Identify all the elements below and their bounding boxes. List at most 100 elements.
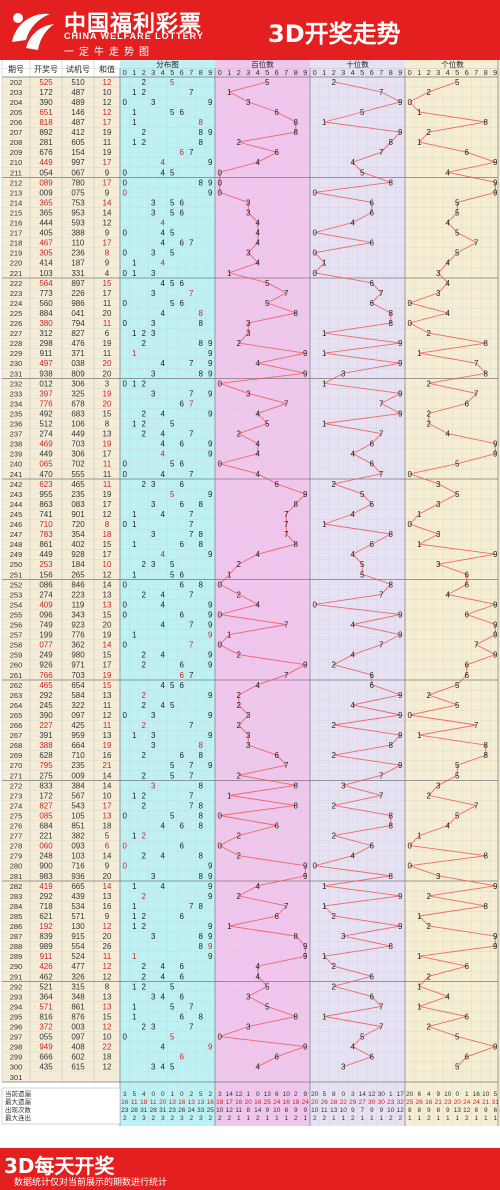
- trial-number: 901: [71, 510, 85, 519]
- issue-number: 272: [10, 781, 23, 790]
- draw-number: 449: [39, 550, 53, 559]
- sum-value: 21: [103, 761, 112, 770]
- issue-number: 286: [10, 922, 23, 931]
- sum-value: 11: [103, 480, 112, 489]
- distribution-mark: 5: [170, 1002, 175, 1011]
- distribution-mark: 9: [208, 651, 213, 660]
- stats-value: 6: [275, 1091, 279, 1098]
- issue-number: 211: [10, 168, 22, 177]
- sum-value: 17: [103, 500, 112, 509]
- position-mark: 7: [379, 399, 384, 408]
- stats-value: 17: [397, 1091, 405, 1098]
- sum-value: 9: [105, 259, 110, 268]
- stats-value: 9: [446, 1107, 450, 1114]
- stats-value: 27: [359, 1099, 367, 1106]
- position-mark: 4: [446, 279, 451, 288]
- distribution-mark: 9: [208, 892, 213, 901]
- digit-header-2-0: 0: [313, 68, 317, 77]
- page-title: 3D开奖走势: [268, 20, 401, 48]
- position-mark: 4: [256, 219, 261, 228]
- position-mark: 9: [303, 952, 308, 961]
- draw-number: 900: [39, 862, 53, 871]
- sum-value: 12: [103, 711, 112, 720]
- position-mark: 0: [313, 269, 318, 278]
- draw-number: 651: [39, 108, 53, 117]
- trial-number: 928: [71, 550, 85, 559]
- position-mark: 0: [218, 610, 223, 619]
- stats-value: 31: [159, 1107, 167, 1114]
- distribution-mark: 7: [189, 470, 194, 479]
- sum-value: 19: [103, 440, 112, 449]
- distribution-mark: 1: [132, 88, 137, 97]
- distribution-mark: 6: [180, 570, 185, 579]
- position-mark: 2: [332, 751, 337, 760]
- position-mark: 2: [237, 651, 242, 660]
- sum-value: 13: [103, 590, 112, 599]
- position-mark: 0: [313, 249, 318, 258]
- distribution-mark: 8: [199, 530, 204, 539]
- distribution-mark: 7: [189, 530, 194, 539]
- sum-value: 20: [103, 932, 112, 941]
- position-mark: 4: [256, 470, 261, 479]
- distribution-mark: 8: [199, 500, 204, 509]
- position-mark: 8: [294, 932, 299, 941]
- position-mark: 7: [284, 902, 289, 911]
- distribution-mark: 1: [132, 269, 137, 278]
- position-mark: 1: [417, 731, 422, 740]
- distribution-mark: 7: [189, 791, 194, 800]
- trial-number: 827: [71, 329, 85, 338]
- position-mark: 4: [351, 550, 356, 559]
- stats-value: 10: [311, 1107, 319, 1114]
- position-mark: 5: [265, 279, 270, 288]
- stats-label: 最大遗漏: [5, 1097, 32, 1106]
- position-mark: 6: [465, 148, 470, 157]
- sum-value: 13: [103, 811, 112, 820]
- position-mark: 4: [446, 430, 451, 439]
- sum-value: 15: [103, 540, 112, 549]
- digit-header-3-2: 2: [427, 68, 431, 77]
- sum-value: 15: [103, 279, 112, 288]
- position-mark: 5: [455, 208, 460, 217]
- sum-value: 10: [103, 560, 112, 569]
- distribution-mark: 1: [132, 510, 137, 519]
- issue-number: 235: [10, 409, 23, 418]
- stats-value: 20: [311, 1091, 319, 1098]
- distribution-mark: 6: [180, 751, 185, 760]
- position-mark: 4: [351, 510, 356, 519]
- distribution-mark: 9: [208, 621, 213, 630]
- footer-bar: 3D每天开奖 数据统计仅对当前展示的期数进行统计: [0, 1148, 500, 1190]
- draw-number: 365: [39, 208, 53, 217]
- distribution-mark: 6: [180, 992, 185, 1001]
- stats-value: 2: [351, 1115, 355, 1122]
- sum-value: 13: [103, 691, 112, 700]
- sum-value: 17: [103, 550, 112, 559]
- digit-header-1-1: 1: [227, 68, 231, 77]
- position-mark: 9: [303, 349, 308, 358]
- position-mark: 3: [341, 932, 346, 941]
- issue-number: 268: [10, 741, 23, 750]
- position-mark: 1: [322, 902, 327, 911]
- sum-value: 15: [103, 610, 112, 619]
- stats-value: 1: [436, 1115, 440, 1122]
- distribution-mark: 6: [180, 1053, 185, 1062]
- position-mark: 3: [246, 198, 251, 207]
- position-mark: 3: [341, 369, 346, 378]
- stats-value: 20: [159, 1099, 167, 1106]
- draw-number: 397: [39, 389, 53, 398]
- stats-value: 10: [283, 1091, 291, 1098]
- issue-number: 270: [10, 761, 23, 770]
- issue-number: 277: [10, 832, 23, 841]
- position-mark: 7: [284, 289, 289, 298]
- trial-number: 702: [71, 460, 85, 469]
- stats-value: 13: [169, 1099, 177, 1106]
- issue-number: 222: [10, 279, 23, 288]
- position-mark: 5: [455, 490, 460, 499]
- sum-value: 11: [103, 721, 112, 730]
- sum-value: 11: [103, 470, 112, 479]
- trial-number: 306: [71, 379, 85, 388]
- position-mark: 8: [389, 530, 394, 539]
- digit-header-0-3: 3: [151, 68, 155, 77]
- distribution-mark: 7: [189, 1023, 194, 1032]
- distribution-mark: 7: [189, 389, 194, 398]
- distribution-mark: 6: [180, 912, 185, 921]
